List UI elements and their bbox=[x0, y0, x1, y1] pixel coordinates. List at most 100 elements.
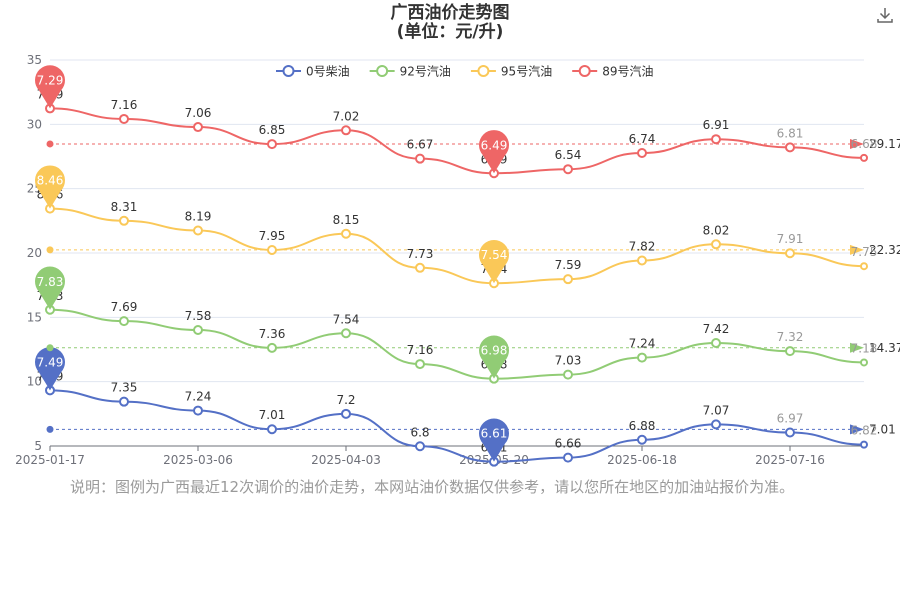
data-label: 7.95 bbox=[259, 229, 286, 243]
data-label: 7.58 bbox=[185, 309, 212, 323]
data-point bbox=[119, 396, 129, 407]
x-tick-label: 2025-04-03 bbox=[311, 453, 381, 467]
extreme-value-label: 7.83 bbox=[37, 275, 64, 289]
data-point bbox=[637, 148, 647, 159]
data-label: 7.01 bbox=[259, 408, 286, 422]
data-point bbox=[341, 408, 351, 419]
extreme-value-pin bbox=[35, 266, 65, 310]
extreme-value-label: 8.46 bbox=[37, 174, 64, 188]
data-point bbox=[785, 346, 795, 357]
data-label: 6.68 bbox=[851, 137, 878, 151]
data-label: 6.8 bbox=[410, 425, 429, 439]
data-label: 7.24 bbox=[629, 337, 656, 351]
average-line-arrow bbox=[850, 138, 864, 149]
data-label: 7.54 bbox=[333, 312, 360, 326]
data-point bbox=[637, 434, 647, 445]
data-point bbox=[341, 125, 351, 136]
average-line-start bbox=[46, 246, 54, 254]
data-point bbox=[415, 359, 425, 370]
data-label: 7.75 bbox=[851, 245, 878, 259]
data-label: 7.07 bbox=[703, 403, 730, 417]
data-point bbox=[563, 274, 573, 285]
data-label: 7.02 bbox=[333, 109, 360, 123]
extreme-value-pin bbox=[35, 165, 65, 209]
series-line bbox=[49, 389, 865, 463]
data-label: 8.02 bbox=[703, 223, 730, 237]
data-label: 7.32 bbox=[777, 330, 804, 344]
data-label: 7.06 bbox=[185, 106, 212, 120]
legend-marker bbox=[376, 65, 389, 77]
data-point bbox=[711, 337, 721, 348]
data-label: 6.67 bbox=[407, 138, 434, 152]
average-value-label: 7.01 bbox=[869, 422, 896, 436]
data-label: 6.66 bbox=[555, 437, 582, 451]
data-label: 8.31 bbox=[111, 200, 138, 214]
data-label: 7.82 bbox=[629, 240, 656, 254]
data-point bbox=[193, 405, 203, 416]
series-line bbox=[49, 207, 865, 285]
data-label: 6.81 bbox=[777, 126, 804, 140]
chart-title: 广西油价走势图 (单位：元/升) bbox=[0, 4, 900, 42]
data-label: 6.82 bbox=[851, 424, 878, 438]
data-point bbox=[193, 325, 203, 336]
data-point bbox=[267, 139, 277, 150]
average-value-label: 29.17 bbox=[869, 137, 900, 151]
y-tick-label: 5 bbox=[34, 439, 42, 453]
data-label: 8.19 bbox=[185, 210, 212, 224]
data-label: 6.74 bbox=[629, 132, 656, 146]
data-label: 7.69 bbox=[111, 300, 138, 314]
data-point bbox=[267, 424, 277, 435]
legend-label: 0号柴油 bbox=[306, 65, 350, 79]
data-label: 6.88 bbox=[629, 419, 656, 433]
x-tick-label: 2025-06-18 bbox=[607, 453, 677, 467]
average-value-label: 14.37 bbox=[869, 341, 900, 355]
x-tick-label: 2025-01-17 bbox=[15, 453, 85, 467]
extreme-value-pin bbox=[479, 130, 509, 174]
legend-marker bbox=[578, 65, 591, 77]
x-tick-label: 2025-03-06 bbox=[163, 453, 233, 467]
data-point bbox=[785, 142, 795, 153]
y-tick-label: 35 bbox=[27, 53, 42, 67]
data-label: 7.03 bbox=[555, 354, 582, 368]
average-line-start bbox=[46, 140, 54, 148]
data-label: 8.15 bbox=[333, 213, 360, 227]
legend-marker bbox=[477, 65, 490, 77]
data-label: 7.16 bbox=[111, 98, 138, 112]
data-label: 6.85 bbox=[259, 123, 286, 137]
y-tick-label: 15 bbox=[27, 310, 42, 324]
data-point bbox=[785, 248, 795, 259]
data-point bbox=[860, 262, 868, 271]
y-tick-label: 20 bbox=[27, 246, 42, 260]
average-line-arrow bbox=[850, 424, 864, 435]
x-tick-label: 2025-07-16 bbox=[755, 453, 825, 467]
series-line bbox=[49, 308, 865, 380]
data-point bbox=[711, 239, 721, 250]
data-label: 7.73 bbox=[407, 247, 434, 261]
y-tick-label: 10 bbox=[27, 375, 42, 389]
data-point bbox=[193, 225, 203, 236]
average-line-start bbox=[46, 425, 54, 433]
series-line bbox=[49, 107, 865, 175]
data-point bbox=[563, 164, 573, 175]
data-point bbox=[637, 352, 647, 363]
data-label: 7.16 bbox=[407, 343, 434, 357]
extreme-value-pin bbox=[479, 335, 509, 379]
extreme-value-pin bbox=[479, 240, 509, 284]
extreme-value-pin bbox=[35, 347, 65, 391]
extreme-value-pin bbox=[35, 65, 65, 109]
data-point bbox=[860, 153, 868, 162]
data-label: 7.36 bbox=[259, 327, 286, 341]
data-point bbox=[193, 122, 203, 133]
average-line-arrow bbox=[850, 244, 864, 255]
data-point bbox=[711, 134, 721, 145]
data-label: 6.97 bbox=[777, 411, 804, 425]
data-label: 6.91 bbox=[703, 118, 730, 132]
data-point bbox=[341, 328, 351, 339]
data-point bbox=[563, 369, 573, 380]
data-point bbox=[119, 316, 129, 327]
download-icon[interactable] bbox=[876, 6, 894, 24]
extreme-value-label: 6.61 bbox=[481, 427, 508, 441]
data-label: 7.35 bbox=[111, 381, 138, 395]
y-tick-label: 30 bbox=[27, 117, 42, 131]
